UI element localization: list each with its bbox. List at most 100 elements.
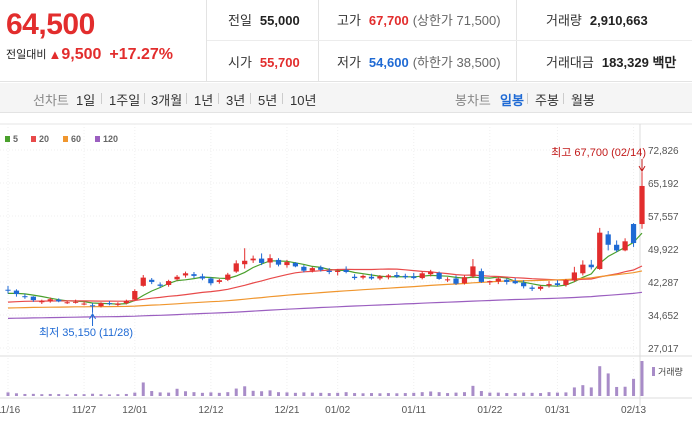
volume-bar	[598, 366, 602, 396]
volume-bar	[344, 392, 348, 396]
volume-bar	[48, 393, 52, 396]
candle-body	[368, 276, 375, 279]
volume-legend-label: 거래량	[658, 366, 683, 377]
candle-body	[174, 276, 180, 280]
volume-bar	[632, 378, 636, 396]
candle-body	[132, 291, 138, 300]
divider	[563, 93, 564, 104]
candle-body	[22, 296, 28, 298]
candle-daily[interactable]: 일봉	[500, 93, 524, 108]
volume-bar	[437, 392, 441, 396]
candle-body	[182, 273, 189, 276]
stat-low: 저가 54,600 (하한가 38,500)	[337, 55, 501, 70]
candle-body	[165, 281, 172, 285]
x-tick-label: 01/31	[545, 405, 570, 416]
volume-bar	[277, 392, 281, 396]
candle-body	[335, 270, 341, 273]
divider	[250, 93, 251, 104]
candle-body	[106, 303, 113, 305]
volume-bar	[336, 392, 340, 396]
x-tick-label: 01/11	[402, 405, 427, 416]
y-tick-label: 42,287	[648, 278, 679, 289]
volume-bar	[243, 386, 247, 396]
candle-body	[614, 244, 620, 251]
candle-body	[436, 272, 442, 279]
candle-body	[470, 266, 476, 277]
volume-bar	[234, 388, 238, 396]
candle-body	[428, 271, 434, 275]
volume-bar	[615, 386, 619, 396]
period-10y[interactable]: 10년	[290, 93, 317, 108]
period-3y[interactable]: 3년	[226, 93, 246, 108]
candle-body	[504, 279, 510, 282]
candle-body	[250, 258, 256, 261]
tab-candle-chart[interactable]: 봉차트	[455, 93, 491, 108]
volume-bar	[454, 392, 458, 396]
candle-body	[394, 275, 400, 277]
volume-bar	[530, 392, 534, 396]
volume-legend-swatch	[652, 367, 655, 376]
volume-bar	[91, 393, 95, 396]
period-5y[interactable]: 5년	[258, 93, 278, 108]
volume-bar	[327, 393, 331, 396]
ma20-line	[7, 265, 643, 303]
x-tick-label: 12/01	[122, 405, 147, 416]
candle-body	[461, 277, 468, 284]
x-tick-label: 01/02	[325, 405, 350, 416]
volume-bar	[226, 392, 230, 396]
candle-body	[588, 264, 594, 268]
volume-bar	[65, 394, 69, 396]
volume-bar	[23, 393, 27, 396]
period-3m[interactable]: 3개월	[151, 93, 183, 108]
candle-body	[639, 185, 645, 225]
candle-body	[39, 300, 45, 303]
volume-bar	[285, 392, 289, 396]
candle-body	[411, 276, 417, 279]
y-tick-label: 34,652	[648, 311, 679, 322]
candle-weekly[interactable]: 주봉	[535, 93, 559, 108]
volume-bar	[251, 390, 255, 396]
candle-monthly[interactable]: 월봉	[571, 93, 595, 108]
volume-bar	[606, 373, 610, 396]
volume-bar	[302, 392, 306, 396]
volume-bar	[200, 392, 204, 396]
candle-body	[597, 232, 603, 269]
volume-bar	[471, 385, 475, 396]
x-tick-label: 01/22	[477, 405, 502, 416]
volume-bar	[124, 393, 128, 396]
volume-bar	[589, 387, 593, 396]
candle-body	[123, 300, 129, 304]
candle-body	[30, 296, 36, 301]
candle-body	[605, 234, 611, 245]
candle-body	[318, 267, 324, 270]
divider	[144, 93, 145, 104]
candle-body	[343, 269, 349, 273]
period-1y[interactable]: 1년	[194, 93, 214, 108]
candle-body	[64, 302, 70, 304]
candle-body	[258, 258, 265, 263]
volume-bar	[31, 393, 35, 396]
volume-bar	[429, 391, 433, 396]
candle-body	[512, 281, 518, 284]
volume-bar	[74, 393, 78, 396]
candlestick-chart[interactable]: 거래량 72,826 65,192 57,557 49,922 42,287 34,652…	[0, 114, 692, 438]
candle-body	[89, 305, 96, 307]
volume-bar	[268, 390, 272, 396]
candle-body	[563, 280, 569, 285]
candle-body	[546, 284, 552, 286]
period-1w[interactable]: 1주일	[109, 93, 141, 108]
ma60-line	[7, 270, 643, 309]
volume-bar	[555, 392, 559, 396]
divider	[282, 93, 283, 104]
volume-bar	[623, 386, 627, 396]
volume-bar	[175, 388, 179, 396]
candle-body	[149, 279, 155, 282]
divider	[218, 93, 219, 104]
period-1d[interactable]: 1일	[76, 93, 96, 108]
volume-bar	[141, 382, 145, 396]
tab-line-chart[interactable]: 선차트	[33, 93, 69, 108]
price-chart[interactable]: 거래량 72,826 65,192 57,557 49,922 42,287 34,652…	[0, 114, 692, 438]
volume-bar	[446, 393, 450, 396]
volume-bar	[192, 392, 196, 396]
volume-bar	[564, 392, 568, 396]
